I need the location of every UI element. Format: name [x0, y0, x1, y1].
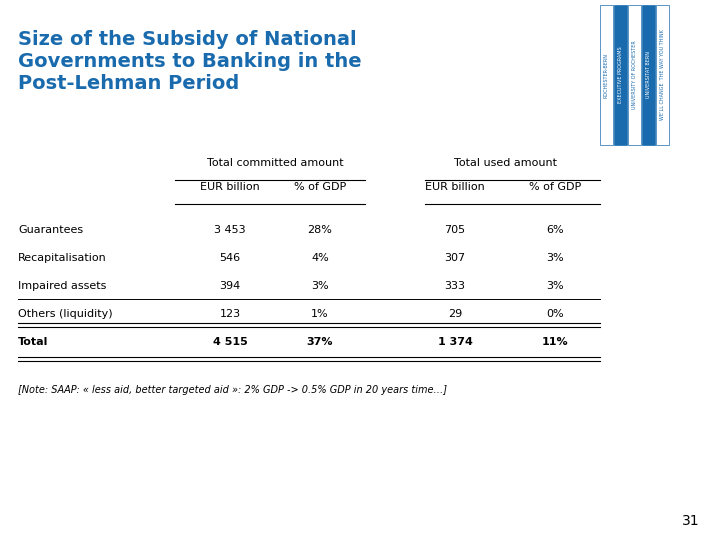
Text: 29: 29: [448, 309, 462, 319]
Text: 28%: 28%: [307, 225, 333, 235]
Text: Post-Lehman Period: Post-Lehman Period: [18, 74, 239, 93]
Text: EUR billion: EUR billion: [425, 182, 485, 192]
Text: Total: Total: [18, 337, 48, 347]
Text: 6%: 6%: [546, 225, 564, 235]
Text: 394: 394: [220, 281, 240, 291]
Text: Others (liquidity): Others (liquidity): [18, 309, 112, 319]
Bar: [642, 5, 655, 145]
Text: ROCHESTER-BERN: ROCHESTER-BERN: [604, 52, 609, 98]
Text: 1 374: 1 374: [438, 337, 472, 347]
Text: Recapitalisation: Recapitalisation: [18, 253, 107, 263]
Text: % of GDP: % of GDP: [294, 182, 346, 192]
Text: Impaired assets: Impaired assets: [18, 281, 107, 291]
Text: [Note: SAAP: « less aid, better targeted aid »: 2% GDP -> 0.5% GDP in 20 years t: [Note: SAAP: « less aid, better targeted…: [18, 386, 447, 395]
Text: % of GDP: % of GDP: [529, 182, 581, 192]
Text: WE’LL CHANGE  THE WAY YOU THINK: WE’LL CHANGE THE WAY YOU THINK: [660, 30, 665, 120]
Text: Total used amount: Total used amount: [454, 158, 557, 168]
Text: 307: 307: [444, 253, 466, 263]
Text: 546: 546: [220, 253, 240, 263]
Text: 333: 333: [444, 281, 466, 291]
Bar: [614, 5, 627, 145]
Text: 3%: 3%: [546, 253, 564, 263]
Text: EXECUTIVE PROGRAMS: EXECUTIVE PROGRAMS: [618, 46, 623, 103]
Bar: [600, 5, 613, 145]
Text: 4 515: 4 515: [212, 337, 248, 347]
Bar: [656, 5, 669, 145]
Text: 1%: 1%: [311, 309, 329, 319]
Text: Governments to Banking in the: Governments to Banking in the: [18, 52, 361, 71]
Text: 3%: 3%: [546, 281, 564, 291]
Text: Guarantees: Guarantees: [18, 225, 83, 235]
Text: UNIVERSITAT BERN: UNIVERSITAT BERN: [646, 51, 651, 98]
Text: 11%: 11%: [541, 337, 568, 347]
Text: 0%: 0%: [546, 309, 564, 319]
Text: Total committed amount: Total committed amount: [207, 158, 343, 168]
Text: 4%: 4%: [311, 253, 329, 263]
Text: Size of the Subsidy of National: Size of the Subsidy of National: [18, 30, 356, 49]
Text: 37%: 37%: [307, 337, 333, 347]
Bar: [628, 5, 641, 145]
Text: 123: 123: [220, 309, 240, 319]
Text: 31: 31: [683, 514, 700, 528]
Text: UNIVERSITY OF ROCHESTER: UNIVERSITY OF ROCHESTER: [632, 40, 637, 110]
Text: EUR billion: EUR billion: [200, 182, 260, 192]
Text: 705: 705: [444, 225, 466, 235]
Text: 3%: 3%: [311, 281, 329, 291]
Text: 3 453: 3 453: [214, 225, 246, 235]
